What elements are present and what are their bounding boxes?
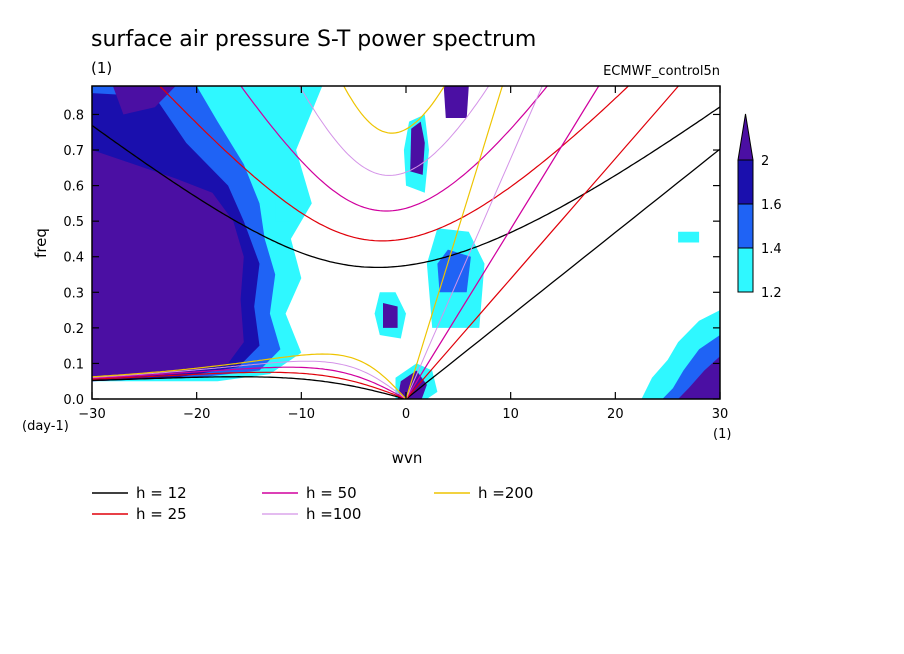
legend: h = 12 h = 25 h = 50 h =100 h =200 (92, 484, 533, 523)
x-tick-label: −30 (78, 407, 105, 422)
legend-label: h =100 (306, 505, 361, 523)
er-curve-h12 (92, 376, 407, 399)
shade-k27-cyan (678, 231, 700, 243)
shade-k1-purple (410, 121, 425, 175)
legend-label: h = 25 (136, 505, 187, 523)
kelvin-line-h100 (405, 86, 543, 399)
legend-label: h = 50 (306, 484, 357, 502)
colorbar-label: 2 (761, 154, 769, 169)
colorbar: 1.2 1.4 1.6 2 (737, 113, 782, 301)
shade-west-top-patch (112, 86, 176, 115)
colorbar-box (737, 203, 754, 249)
y-tick-label: 0.6 (63, 180, 84, 195)
shade-k5-purple (443, 86, 469, 118)
ig-curve-h200 (343, 86, 446, 134)
shade-km12-cyan (275, 199, 291, 222)
y-unit-label: (day-1) (22, 419, 69, 434)
x-tick-label: 0 (402, 407, 410, 422)
er-curve-h100 (92, 360, 407, 399)
y-axis: 0.0 0.1 0.2 0.3 0.4 0.5 0.6 0.7 0.8 (63, 108, 720, 408)
kelvin-line-h50 (405, 86, 600, 399)
y-tick-label: 0.1 (63, 357, 84, 372)
chart-title: surface air pressure S-T power spectrum (91, 27, 536, 52)
units-label: (1) (91, 59, 112, 77)
colorbar-box (737, 247, 754, 293)
model-label: ECMWF_control5n (603, 64, 720, 79)
y-tick-label: 0.5 (63, 215, 84, 230)
ig-curve-h50 (240, 86, 549, 212)
er-curve-h25 (92, 371, 407, 399)
colorbar-label: 1.2 (761, 286, 782, 301)
y-tick-label: 0.8 (63, 108, 84, 123)
legend-label: h = 12 (136, 484, 187, 502)
x-tick-label: −20 (183, 407, 210, 422)
y-tick-label: 0.4 (63, 251, 84, 266)
ig-curve-h12 (92, 106, 720, 269)
y-tick-label: 0.0 (63, 393, 84, 408)
x-axis-label: wvn (392, 449, 423, 467)
shade-west-purple (92, 150, 244, 378)
er-curve-h50 (92, 366, 407, 399)
y-tick-label: 0.3 (63, 286, 84, 301)
ig-curve-h25 (158, 86, 630, 242)
shade-k4-blue (437, 249, 471, 293)
kelvin-line-h12 (405, 148, 720, 399)
shade-east-purple (678, 356, 720, 399)
spectrum-shading (92, 86, 720, 399)
colorbar-label: 1.4 (761, 242, 782, 257)
colorbar-box (737, 159, 754, 205)
y-tick-label: 0.7 (63, 144, 84, 159)
colorbar-label: 1.6 (761, 198, 782, 213)
y-axis-label: freq (32, 228, 50, 258)
x-tick-label: −10 (288, 407, 315, 422)
shade-km2-purple (383, 303, 398, 328)
y-tick-label: 0.2 (63, 322, 84, 337)
colorbar-arrow (737, 113, 754, 161)
x-tick-label: 30 (712, 407, 729, 422)
x-axis: −30 −20 −10 0 10 20 30 (78, 86, 728, 422)
er-curve-h200 (92, 353, 407, 399)
kelvin-line-h200 (405, 86, 503, 399)
ig-curve-h100 (298, 86, 490, 176)
dispersion-curves (92, 86, 720, 399)
kelvin-line-h25 (405, 86, 680, 399)
x-tick-label: 10 (502, 407, 519, 422)
legend-label: h =200 (478, 484, 533, 502)
x-unit-label: (1) (713, 427, 731, 442)
x-tick-label: 20 (607, 407, 624, 422)
